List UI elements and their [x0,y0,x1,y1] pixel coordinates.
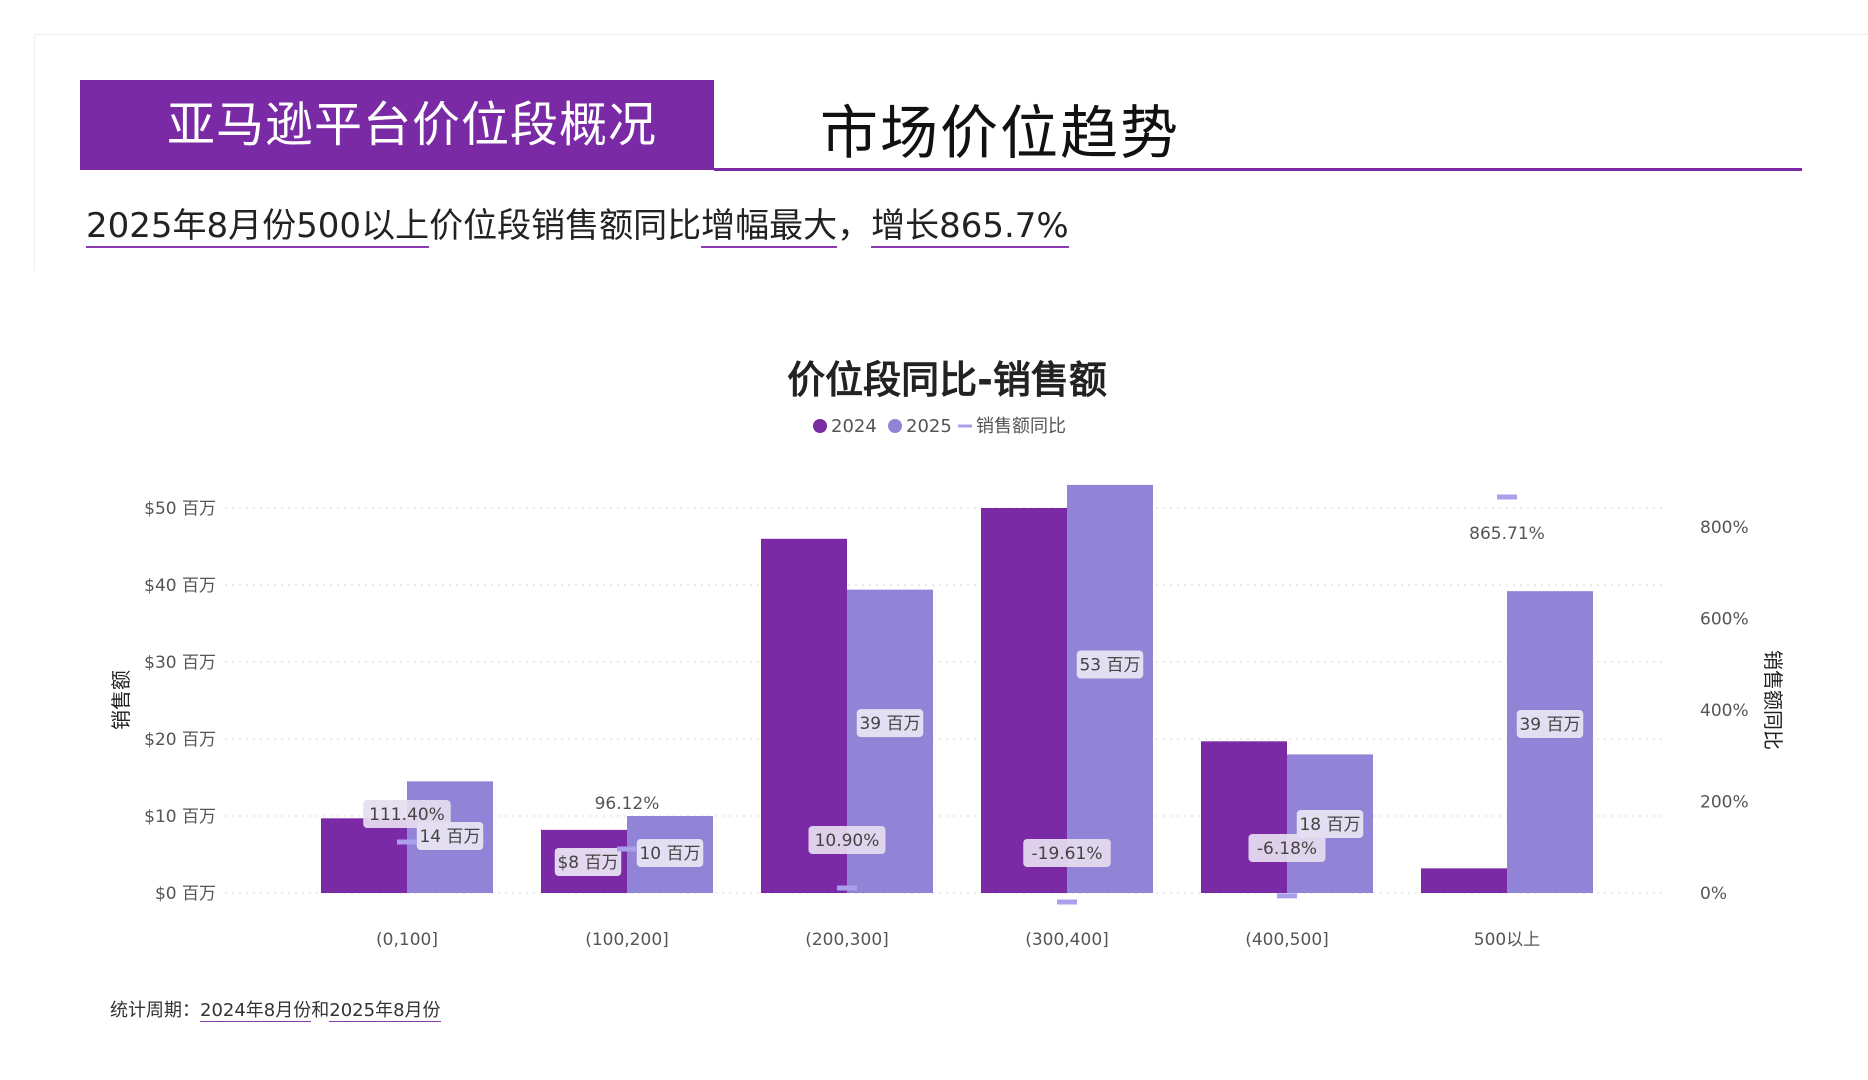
x-tick-label: 500以上 [1474,930,1540,950]
data-label-2025-bg [1296,810,1364,838]
data-label-2025: 53 百万 [1079,655,1140,675]
data-label-2025-bg [636,839,704,867]
data-label-2024: $8 百万 [557,853,618,873]
yoy-label-bg [1023,839,1111,867]
data-label-2024-bg [554,848,622,876]
footnote-period-2025: 2025年8月份 [329,1000,441,1022]
frame-border-left [34,34,35,270]
subtitle-segment: 500以上 [296,206,430,248]
yoy-label-bg [363,800,451,829]
footnote-connector: 和 [311,1000,330,1021]
y-tick-label: $40 百万 [144,576,216,596]
subtitle-comma: ， [837,206,872,246]
yoy-label: 865.71% [1469,524,1545,544]
data-label-2025: 39 百万 [859,714,920,734]
data-label-2025-bg [416,822,484,850]
chart-title: 价位段同比-销售额 [787,358,1107,402]
x-tick-label: (0,100] [376,930,438,950]
x-tick-label: (100,200] [585,930,669,950]
y2-tick-label: 0% [1700,884,1727,904]
footnote-period-2024: 2024年8月份 [200,1000,312,1022]
footnote: 统计周期：2024年8月份和2025年8月份 [110,996,441,1022]
y-tick-label: $20 百万 [144,730,216,750]
bar-2024 [1421,868,1507,893]
legend-2024-marker [813,419,827,433]
subtitle-growth: 增长865.7% [871,206,1069,248]
page-title: 市场价位趋势 [820,99,1181,167]
yoy-label: -19.61% [1032,844,1103,864]
yoy-label-bg [1248,834,1326,862]
y2-axis-title: 销售额同比 [1761,650,1785,750]
bar-2024 [981,508,1067,893]
yoy-label: 111.40% [369,805,445,825]
legend-yoy-label: 销售额同比 [976,416,1066,437]
y2-tick-label: 400% [1700,701,1749,721]
x-tick-label: (300,400] [1025,930,1109,950]
data-label-2025: 39 百万 [1519,715,1580,735]
data-label-2025: 10 百万 [639,844,700,864]
bar-2024 [321,818,407,893]
insight-subtitle: 2025年8月份500以上价位段销售额同比增幅最大，增长865.7% [86,198,1069,248]
y2-tick-label: 800% [1700,518,1749,538]
bar-2025 [1067,484,1153,893]
yoy-label: 96.12% [595,794,660,814]
y-tick-label: $30 百万 [144,653,216,673]
footnote-prefix: 统计周期： [110,1000,200,1021]
x-tick-label: (200,300] [805,930,889,950]
legend-2025-marker [888,419,902,433]
y-axis-title: 销售额 [109,670,133,730]
y2-tick-label: 600% [1700,610,1749,630]
bar-2025 [1507,591,1593,893]
y2-tick-label: 200% [1700,793,1749,813]
subtitle-highlight: 增幅最大 [701,206,838,248]
yoy-label: 10.90% [815,831,880,851]
y-tick-label: $0 百万 [155,884,216,904]
data-label-2025-bg [856,709,924,738]
subtitle-text: 价位段销售额同比 [429,206,702,246]
data-label-2025-bg [1516,709,1584,738]
section-banner: 亚马逊平台价位段概况 [80,80,714,170]
yoy-label: -6.18% [1257,839,1317,859]
frame-border-top [34,34,1868,35]
x-tick-label: (400,500] [1245,930,1329,950]
data-label-2025-bg [1076,650,1144,679]
legend-2024-label: 2024 [831,416,877,437]
y-tick-label: $10 百万 [144,807,216,827]
yoy-label-bg [808,826,886,854]
legend-2025-label: 2025 [906,416,952,437]
data-label-2025: 18 百万 [1299,815,1360,835]
bar-2024 [1201,741,1287,893]
data-label-2025: 14 百万 [419,827,480,847]
subtitle-date: 2025年8月份 [86,206,297,248]
y-tick-label: $50 百万 [144,499,216,519]
header-divider [714,168,1802,171]
